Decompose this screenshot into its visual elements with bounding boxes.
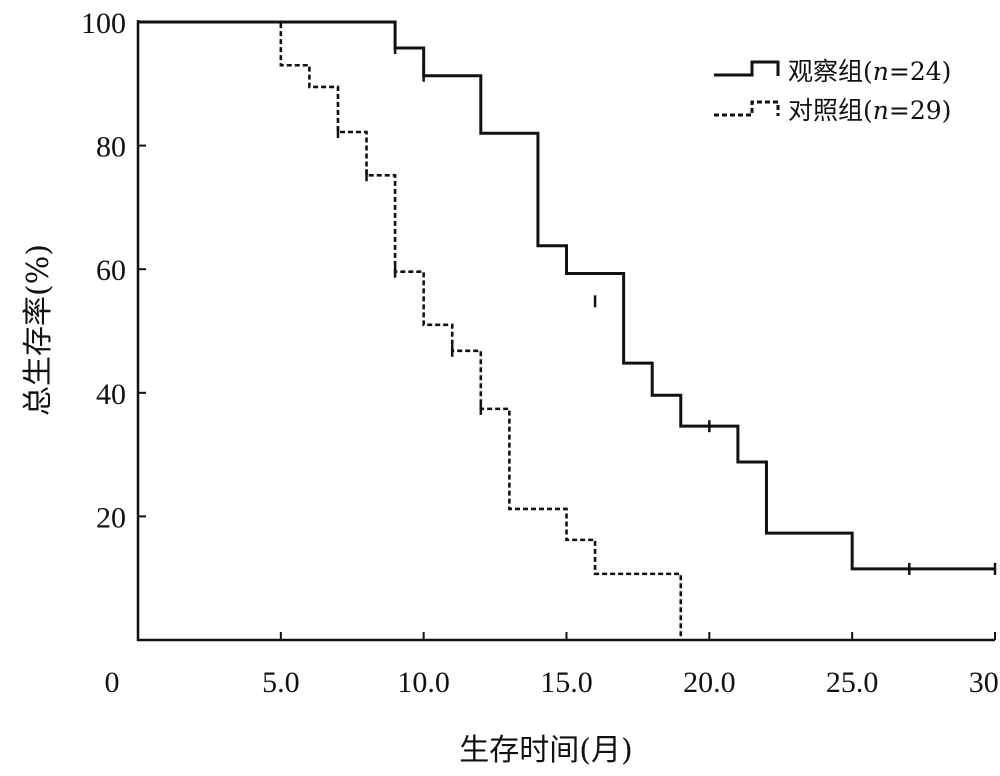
legend-item-control: 对照组(n=29) xyxy=(714,96,951,125)
x-tick-label: 25.0 xyxy=(826,666,879,699)
legend-label-control: 对照组(n=29) xyxy=(788,96,951,125)
legend-swatch-observation xyxy=(714,60,780,77)
x-tick-label: 15.0 xyxy=(540,666,593,699)
y-tick-label: 60 xyxy=(96,254,126,287)
legend-label-observation: 观察组(n=24) xyxy=(788,57,951,86)
y-tick-label: 0 xyxy=(105,666,120,699)
series-0 xyxy=(138,20,997,575)
x-tick-label: 10.0 xyxy=(397,666,450,699)
y-axis-title: 总生存率(%) xyxy=(21,244,56,416)
legend: 观察组(n=24) 对照组(n=29) xyxy=(714,57,951,125)
x-axis-title: 生存时间(月) xyxy=(459,733,632,768)
legend-swatch-control xyxy=(714,100,780,117)
x-tick-label: 20.0 xyxy=(683,666,736,699)
x-axis-ticks: 5.0 10.0 15.0 20.0 25.0 30.0 xyxy=(262,632,1000,699)
series-line-1 xyxy=(138,20,683,640)
series-1 xyxy=(138,20,683,640)
y-tick-label: 100 xyxy=(81,7,126,40)
y-tick-label: 80 xyxy=(96,131,126,164)
y-tick-label: 40 xyxy=(96,378,126,411)
y-tick-label: 20 xyxy=(96,501,126,534)
x-tick-label: 5.0 xyxy=(262,666,300,699)
y-axis-ticks: 0 20 40 60 80 100 xyxy=(81,7,146,699)
legend-item-observation: 观察组(n=24) xyxy=(714,57,951,86)
x-tick-label: 30.0 xyxy=(969,666,1000,699)
